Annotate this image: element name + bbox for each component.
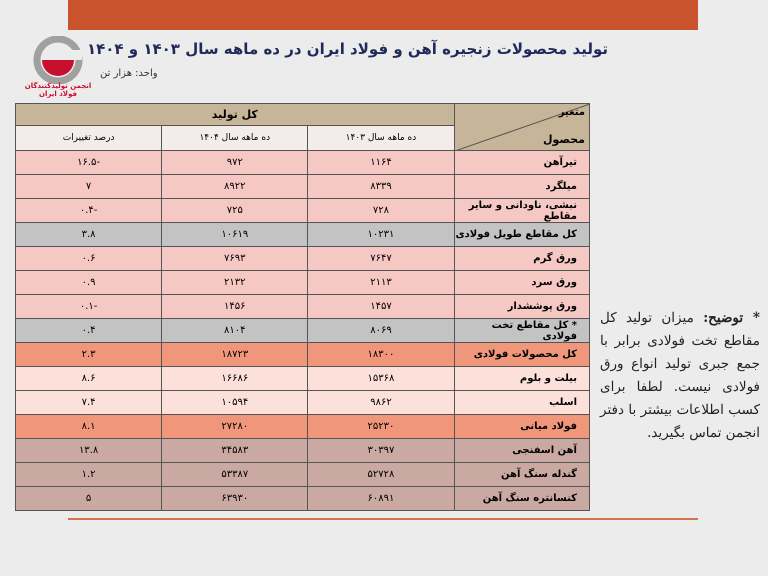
value-1403: ۷۲۸ <box>307 198 455 223</box>
product-name: کنسانتره سنگ آهن <box>453 486 591 511</box>
value-1404: ۱۰۵۹۴ <box>161 390 309 415</box>
change-percent: ۵ <box>14 486 163 511</box>
value-1403: ۸۳۳۹ <box>307 174 455 199</box>
logo-line-2: فولاد ایران <box>39 90 77 98</box>
change-percent: ۲.۳ <box>14 342 163 367</box>
top-accent-bar <box>68 0 698 30</box>
change-percent: ۳.۸ <box>14 222 163 247</box>
note-label: * توضیح: <box>703 310 760 326</box>
value-1403: ۶۰۸۹۱ <box>307 486 455 511</box>
product-name: تیرآهن <box>453 150 591 175</box>
table-row: * کل مقاطع تخت فولادی ۸۰۶۹ ۸۱۰۴ ۰.۴ <box>14 318 591 343</box>
note-text: میزان تولید کل مقاطع تخت فولادی برابر با… <box>600 310 760 441</box>
logo-line-1: انجمن تولیدکنندگان <box>24 82 92 90</box>
product-name: اسلب <box>453 390 591 415</box>
table-row: کل مقاطع طویل فولادی ۱۰۲۳۱ ۱۰۶۱۹ ۳.۸ <box>14 222 591 247</box>
change-percent: ۸.۶ <box>14 366 163 391</box>
product-name: ورق گرم <box>453 246 591 271</box>
value-1404: ۹۷۲ <box>161 150 309 175</box>
change-percent: ۱.۲ <box>14 462 163 487</box>
logo-icon <box>33 35 83 85</box>
value-1403: ۱۴۵۷ <box>307 294 455 319</box>
logo-org-name: انجمن تولیدکنندگان فولاد ایران <box>22 82 94 98</box>
product-name: گندله سنگ آهن <box>453 462 591 487</box>
value-1404: ۵۳۳۸۷ <box>161 462 309 487</box>
value-1403: ۲۱۱۳ <box>307 270 455 295</box>
diagonal-divider <box>454 104 590 151</box>
value-1404: ۳۴۵۸۳ <box>161 438 309 463</box>
table-row: گندله سنگ آهن ۵۲۷۲۸ ۵۳۳۸۷ ۱.۲ <box>14 462 591 487</box>
column-header-1404: ده ماهه سال ۱۴۰۴ <box>161 125 309 151</box>
value-1403: ۹۸۶۲ <box>307 390 455 415</box>
product-name: کل مقاطع طویل فولادی <box>453 222 591 247</box>
table-row: میلگرد ۸۳۳۹ ۸۹۲۲ ۷ <box>14 174 591 199</box>
value-1403: ۳۰۳۹۷ <box>307 438 455 463</box>
change-percent: -۰.۱ <box>14 294 163 319</box>
value-1404: ۶۳۹۳۰ <box>161 486 309 511</box>
value-1403: ۵۲۷۲۸ <box>307 462 455 487</box>
value-1404: ۲۷۲۸۰ <box>161 414 309 439</box>
unit-label: واحد: هزار تن <box>100 68 158 79</box>
table-row: اسلب ۹۸۶۲ ۱۰۵۹۴ ۷.۴ <box>14 390 591 415</box>
change-percent: ۸.۱ <box>14 414 163 439</box>
value-1403: ۱۰۲۳۱ <box>307 222 455 247</box>
value-1404: ۱۶۶۸۶ <box>161 366 309 391</box>
table-row: تیرآهن ۱۱۶۴ ۹۷۲ -۱۶.۵ <box>14 150 591 175</box>
note: * توضیح: میزان تولید کل مقاطع تخت فولادی… <box>600 307 760 445</box>
table-row: ورق گرم ۷۶۴۷ ۷۶۹۳ ۰.۶ <box>14 246 591 271</box>
product-name: کل محصولات فولادی <box>453 342 591 367</box>
change-percent: ۰.۴ <box>14 318 163 343</box>
change-percent: ۰.۶ <box>14 246 163 271</box>
bottom-divider <box>68 518 698 520</box>
value-1403: ۸۰۶۹ <box>307 318 455 343</box>
column-header-change: درصد تغییرات <box>14 125 163 151</box>
value-1403: ۷۶۴۷ <box>307 246 455 271</box>
value-1404: ۱۸۷۲۳ <box>161 342 309 367</box>
page-title: تولید محصولات زنجیره آهن و فولاد ایران د… <box>86 40 608 58</box>
table-row: کنسانتره سنگ آهن ۶۰۸۹۱ ۶۳۹۳۰ ۵ <box>14 486 591 511</box>
change-percent: ۷ <box>14 174 163 199</box>
product-name: بیلت و بلوم <box>453 366 591 391</box>
product-name: * کل مقاطع تخت فولادی <box>453 318 591 343</box>
change-percent: -۰.۴ <box>14 198 163 223</box>
column-header-1403: ده ماهه سال ۱۴۰۳ <box>307 125 455 151</box>
table-row: بیلت و بلوم ۱۵۳۶۸ ۱۶۶۸۶ ۸.۶ <box>14 366 591 391</box>
logo: انجمن تولیدکنندگان فولاد ایران <box>22 35 94 104</box>
value-1404: ۲۱۳۲ <box>161 270 309 295</box>
value-1403: ۱۸۳۰۰ <box>307 342 455 367</box>
product-name: آهن اسفنجی <box>453 438 591 463</box>
product-name: فولاد میانی <box>453 414 591 439</box>
product-name: ورق پوششدار <box>453 294 591 319</box>
group-header: کل تولید <box>15 103 455 126</box>
table-row: ورق سرد ۲۱۱۳ ۲۱۳۲ ۰.۹ <box>14 270 591 295</box>
value-1403: ۱۵۳۶۸ <box>307 366 455 391</box>
product-name: نبشی، ناودانی و سایر مقاطع <box>453 198 591 223</box>
value-1404: ۸۹۲۲ <box>161 174 309 199</box>
product-name: میلگرد <box>453 174 591 199</box>
value-1404: ۸۱۰۴ <box>161 318 309 343</box>
change-percent: ۰.۹ <box>14 270 163 295</box>
value-1404: ۱۰۶۱۹ <box>161 222 309 247</box>
change-percent: ۱۳.۸ <box>14 438 163 463</box>
change-percent: ۷.۴ <box>14 390 163 415</box>
value-1404: ۷۲۵ <box>161 198 309 223</box>
table-row: فولاد میانی ۲۵۲۳۰ ۲۷۲۸۰ ۸.۱ <box>14 414 591 439</box>
product-name: ورق سرد <box>453 270 591 295</box>
value-1403: ۲۵۲۳۰ <box>307 414 455 439</box>
table-row: نبشی، ناودانی و سایر مقاطع ۷۲۸ ۷۲۵ -۰.۴ <box>14 198 591 223</box>
value-1403: ۱۱۶۴ <box>307 150 455 175</box>
table-row: کل محصولات فولادی ۱۸۳۰۰ ۱۸۷۲۳ ۲.۳ <box>14 342 591 367</box>
production-table: متغیر محصول کل تولید ده ماهه سال ۱۴۰۳ ده… <box>14 103 591 511</box>
value-1404: ۱۴۵۶ <box>161 294 309 319</box>
value-1404: ۷۶۹۳ <box>161 246 309 271</box>
corner-header: متغیر محصول <box>453 103 591 151</box>
table-row: آهن اسفنجی ۳۰۳۹۷ ۳۴۵۸۳ ۱۳.۸ <box>14 438 591 463</box>
corner-variable-label: متغیر <box>558 107 585 118</box>
corner-product-label: محصول <box>542 133 585 146</box>
change-percent: -۱۶.۵ <box>14 150 163 175</box>
table-row: ورق پوششدار ۱۴۵۷ ۱۴۵۶ -۰.۱ <box>14 294 591 319</box>
